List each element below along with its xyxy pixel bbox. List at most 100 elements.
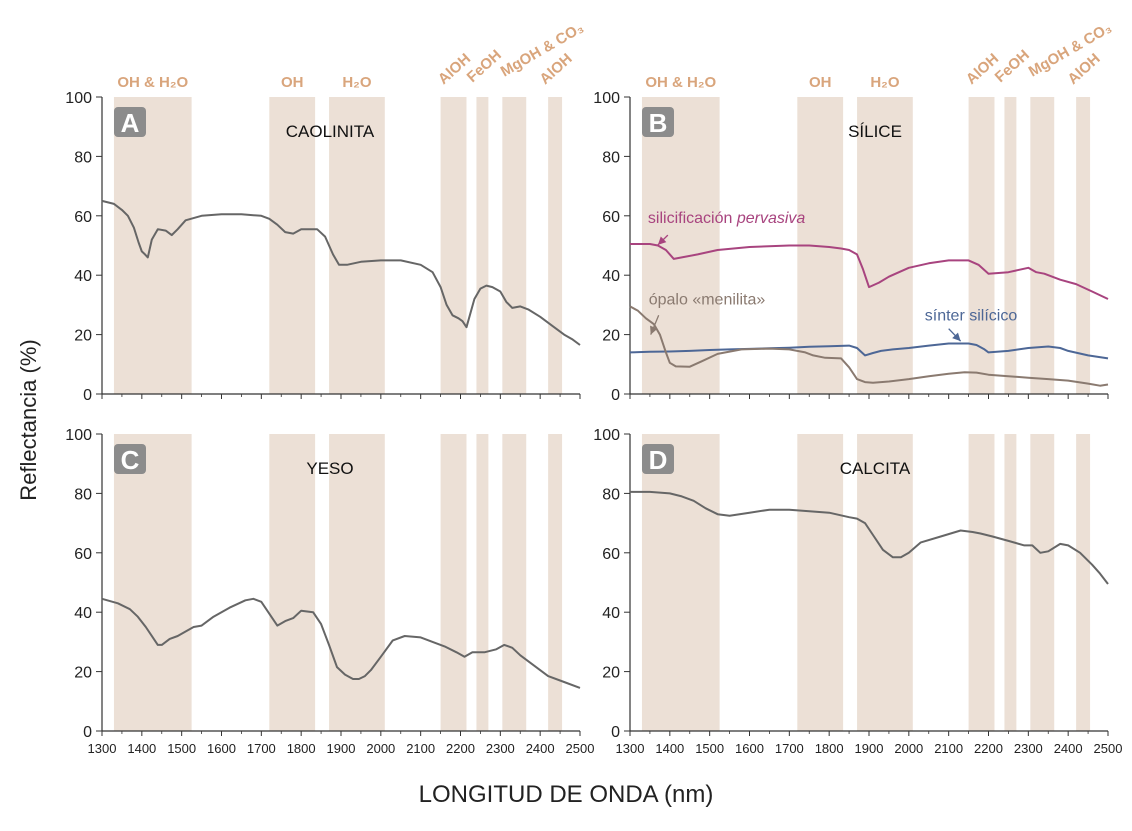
panel-letter-badge <box>642 107 674 137</box>
x-tick-label: 2200 <box>446 741 475 756</box>
annotation-arrowhead <box>657 236 667 245</box>
x-tick-label: 1400 <box>127 741 156 756</box>
x-tick-label: 2300 <box>1014 741 1043 756</box>
absorption-band <box>476 97 489 394</box>
absorption-band <box>1030 434 1055 731</box>
annotation-arrowhead <box>952 332 961 342</box>
x-tick-label: 1700 <box>247 741 276 756</box>
x-tick-label: 1500 <box>695 741 724 756</box>
series-annotation: sínter silícico <box>925 307 1018 324</box>
y-axis-label: Reflectancia (%) <box>16 339 41 500</box>
y-tick-label: 60 <box>602 546 620 563</box>
absorption-band <box>1004 97 1017 394</box>
band-label: OH <box>281 74 304 91</box>
y-tick-label: 100 <box>593 427 620 444</box>
panel-letter-badge <box>114 107 146 137</box>
x-tick-label: 2000 <box>894 741 923 756</box>
absorption-band <box>548 97 563 394</box>
series-line <box>630 490 1109 585</box>
panel-letter: B <box>649 108 668 138</box>
absorption-band <box>113 434 192 731</box>
panel-letter-badge <box>642 444 674 474</box>
panel-d: 0 20 40 60 80 100 1300 1400 1500 1600 1700 1800 1900… <box>593 427 1122 756</box>
y-tick-label: 20 <box>74 665 92 682</box>
y-tick-label: 80 <box>74 486 92 503</box>
y-tick-label: 100 <box>65 427 92 444</box>
x-tick-label: 1800 <box>815 741 844 756</box>
panel-letter: A <box>121 108 140 138</box>
panel-letter: D <box>649 445 668 475</box>
absorption-band <box>269 97 316 394</box>
x-tick-label: 2300 <box>486 741 515 756</box>
y-tick-label: 80 <box>602 149 620 166</box>
absorption-band <box>857 97 913 394</box>
x-tick-label: 2200 <box>974 741 1003 756</box>
y-tick-label: 60 <box>74 209 92 226</box>
absorption-band <box>502 97 527 394</box>
absorption-band <box>269 434 316 731</box>
absorption-band <box>329 97 385 394</box>
series-line <box>629 305 1109 387</box>
x-tick-label: 2100 <box>934 741 963 756</box>
panel-letter-badge <box>114 444 146 474</box>
band-label: OH & H₂O <box>645 74 716 91</box>
series-line <box>101 199 581 346</box>
x-tick-label: 2400 <box>526 741 555 756</box>
panel-title: CAOLINITA <box>286 122 375 141</box>
x-tick-label: 1900 <box>327 741 356 756</box>
x-tick-label: 2500 <box>566 741 595 756</box>
y-tick-label: 0 <box>83 387 92 404</box>
absorption-band <box>548 434 563 731</box>
series-annotation: ópalo «menilita» <box>649 291 766 308</box>
absorption-band <box>857 434 913 731</box>
y-tick-label: 60 <box>74 546 92 563</box>
annotation-arrowhead <box>650 325 658 335</box>
x-tick-label: 2000 <box>366 741 395 756</box>
y-tick-label: 40 <box>602 268 620 285</box>
band-label: OH & H₂O <box>117 74 188 91</box>
x-tick-label: 2100 <box>406 741 435 756</box>
panel-c: 0 20 40 60 80 100 1300 1400 1500 1600 1700 1800 1900… <box>65 427 594 756</box>
y-tick-label: 60 <box>602 209 620 226</box>
absorption-band <box>440 97 467 394</box>
y-tick-label: 100 <box>65 90 92 107</box>
y-tick-label: 0 <box>611 387 620 404</box>
absorption-band <box>1076 434 1091 731</box>
series-line <box>101 597 581 689</box>
absorption-band <box>1076 97 1091 394</box>
panel-title: CALCITA <box>840 459 911 478</box>
series-annotation: silicificación pervasiva <box>648 210 806 227</box>
absorption-band <box>797 434 844 731</box>
absorption-band <box>968 434 995 731</box>
absorption-band <box>1004 434 1017 731</box>
y-tick-label: 100 <box>593 90 620 107</box>
x-tick-label: 1300 <box>616 741 645 756</box>
y-tick-label: 0 <box>83 724 92 741</box>
x-tick-label: 1800 <box>287 741 316 756</box>
x-tick-label: 1600 <box>207 741 236 756</box>
y-tick-label: 20 <box>74 328 92 345</box>
band-label: OH <box>809 74 832 91</box>
absorption-band <box>329 434 385 731</box>
absorption-band <box>476 434 489 731</box>
absorption-band <box>1030 97 1055 394</box>
x-tick-label: 1700 <box>775 741 804 756</box>
x-tick-label: 1400 <box>655 741 684 756</box>
y-tick-label: 20 <box>602 665 620 682</box>
absorption-band <box>502 434 527 731</box>
absorption-band <box>968 97 995 394</box>
band-label: H₂O <box>870 74 899 91</box>
panel-title: SÍLICE <box>848 122 902 141</box>
y-tick-label: 80 <box>74 149 92 166</box>
x-axis-label: LONGITUD DE ONDA (nm) <box>419 781 714 808</box>
x-tick-label: 1600 <box>735 741 764 756</box>
panel-title: YESO <box>306 459 353 478</box>
x-tick-label: 1900 <box>855 741 884 756</box>
x-tick-label: 1500 <box>167 741 196 756</box>
y-tick-label: 20 <box>602 328 620 345</box>
y-tick-label: 80 <box>602 486 620 503</box>
